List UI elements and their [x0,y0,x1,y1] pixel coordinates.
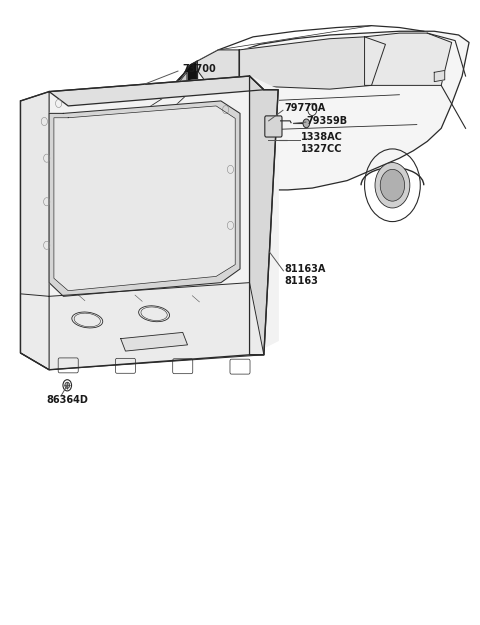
Text: 73700: 73700 [183,64,216,74]
Circle shape [250,216,254,222]
Polygon shape [434,71,445,82]
Polygon shape [120,332,188,351]
Circle shape [238,344,242,350]
Polygon shape [21,76,278,370]
Text: 79359B: 79359B [307,116,348,126]
Circle shape [65,382,70,388]
Circle shape [250,272,254,278]
Text: 79770A: 79770A [284,103,325,113]
Polygon shape [197,50,239,89]
Circle shape [213,166,238,198]
Circle shape [380,169,405,201]
Text: 81163A: 81163A [284,264,326,274]
Circle shape [375,162,410,208]
Polygon shape [120,31,469,190]
Circle shape [250,122,254,129]
Text: 1338AC: 1338AC [301,132,343,142]
Polygon shape [364,33,452,86]
Circle shape [265,136,271,143]
Polygon shape [54,106,235,291]
Circle shape [250,166,254,172]
Circle shape [30,135,35,141]
Polygon shape [239,37,385,89]
Polygon shape [21,92,49,370]
Polygon shape [49,101,240,296]
Polygon shape [145,72,187,119]
Polygon shape [21,282,264,370]
Polygon shape [250,76,278,355]
Circle shape [190,349,195,356]
Circle shape [262,250,266,256]
Circle shape [118,91,123,98]
Circle shape [176,86,180,92]
Text: 1327CC: 1327CC [301,144,343,154]
Text: 81163: 81163 [284,276,318,286]
Circle shape [30,235,35,241]
Text: 86364D: 86364D [47,394,89,404]
Polygon shape [49,76,264,106]
Circle shape [30,284,35,291]
Circle shape [75,358,80,364]
Circle shape [128,354,132,361]
Circle shape [208,159,242,204]
Circle shape [75,96,80,102]
Circle shape [223,101,228,106]
FancyBboxPatch shape [265,116,282,137]
Circle shape [30,185,35,191]
Circle shape [303,119,310,127]
Polygon shape [131,61,197,136]
Circle shape [30,331,35,338]
